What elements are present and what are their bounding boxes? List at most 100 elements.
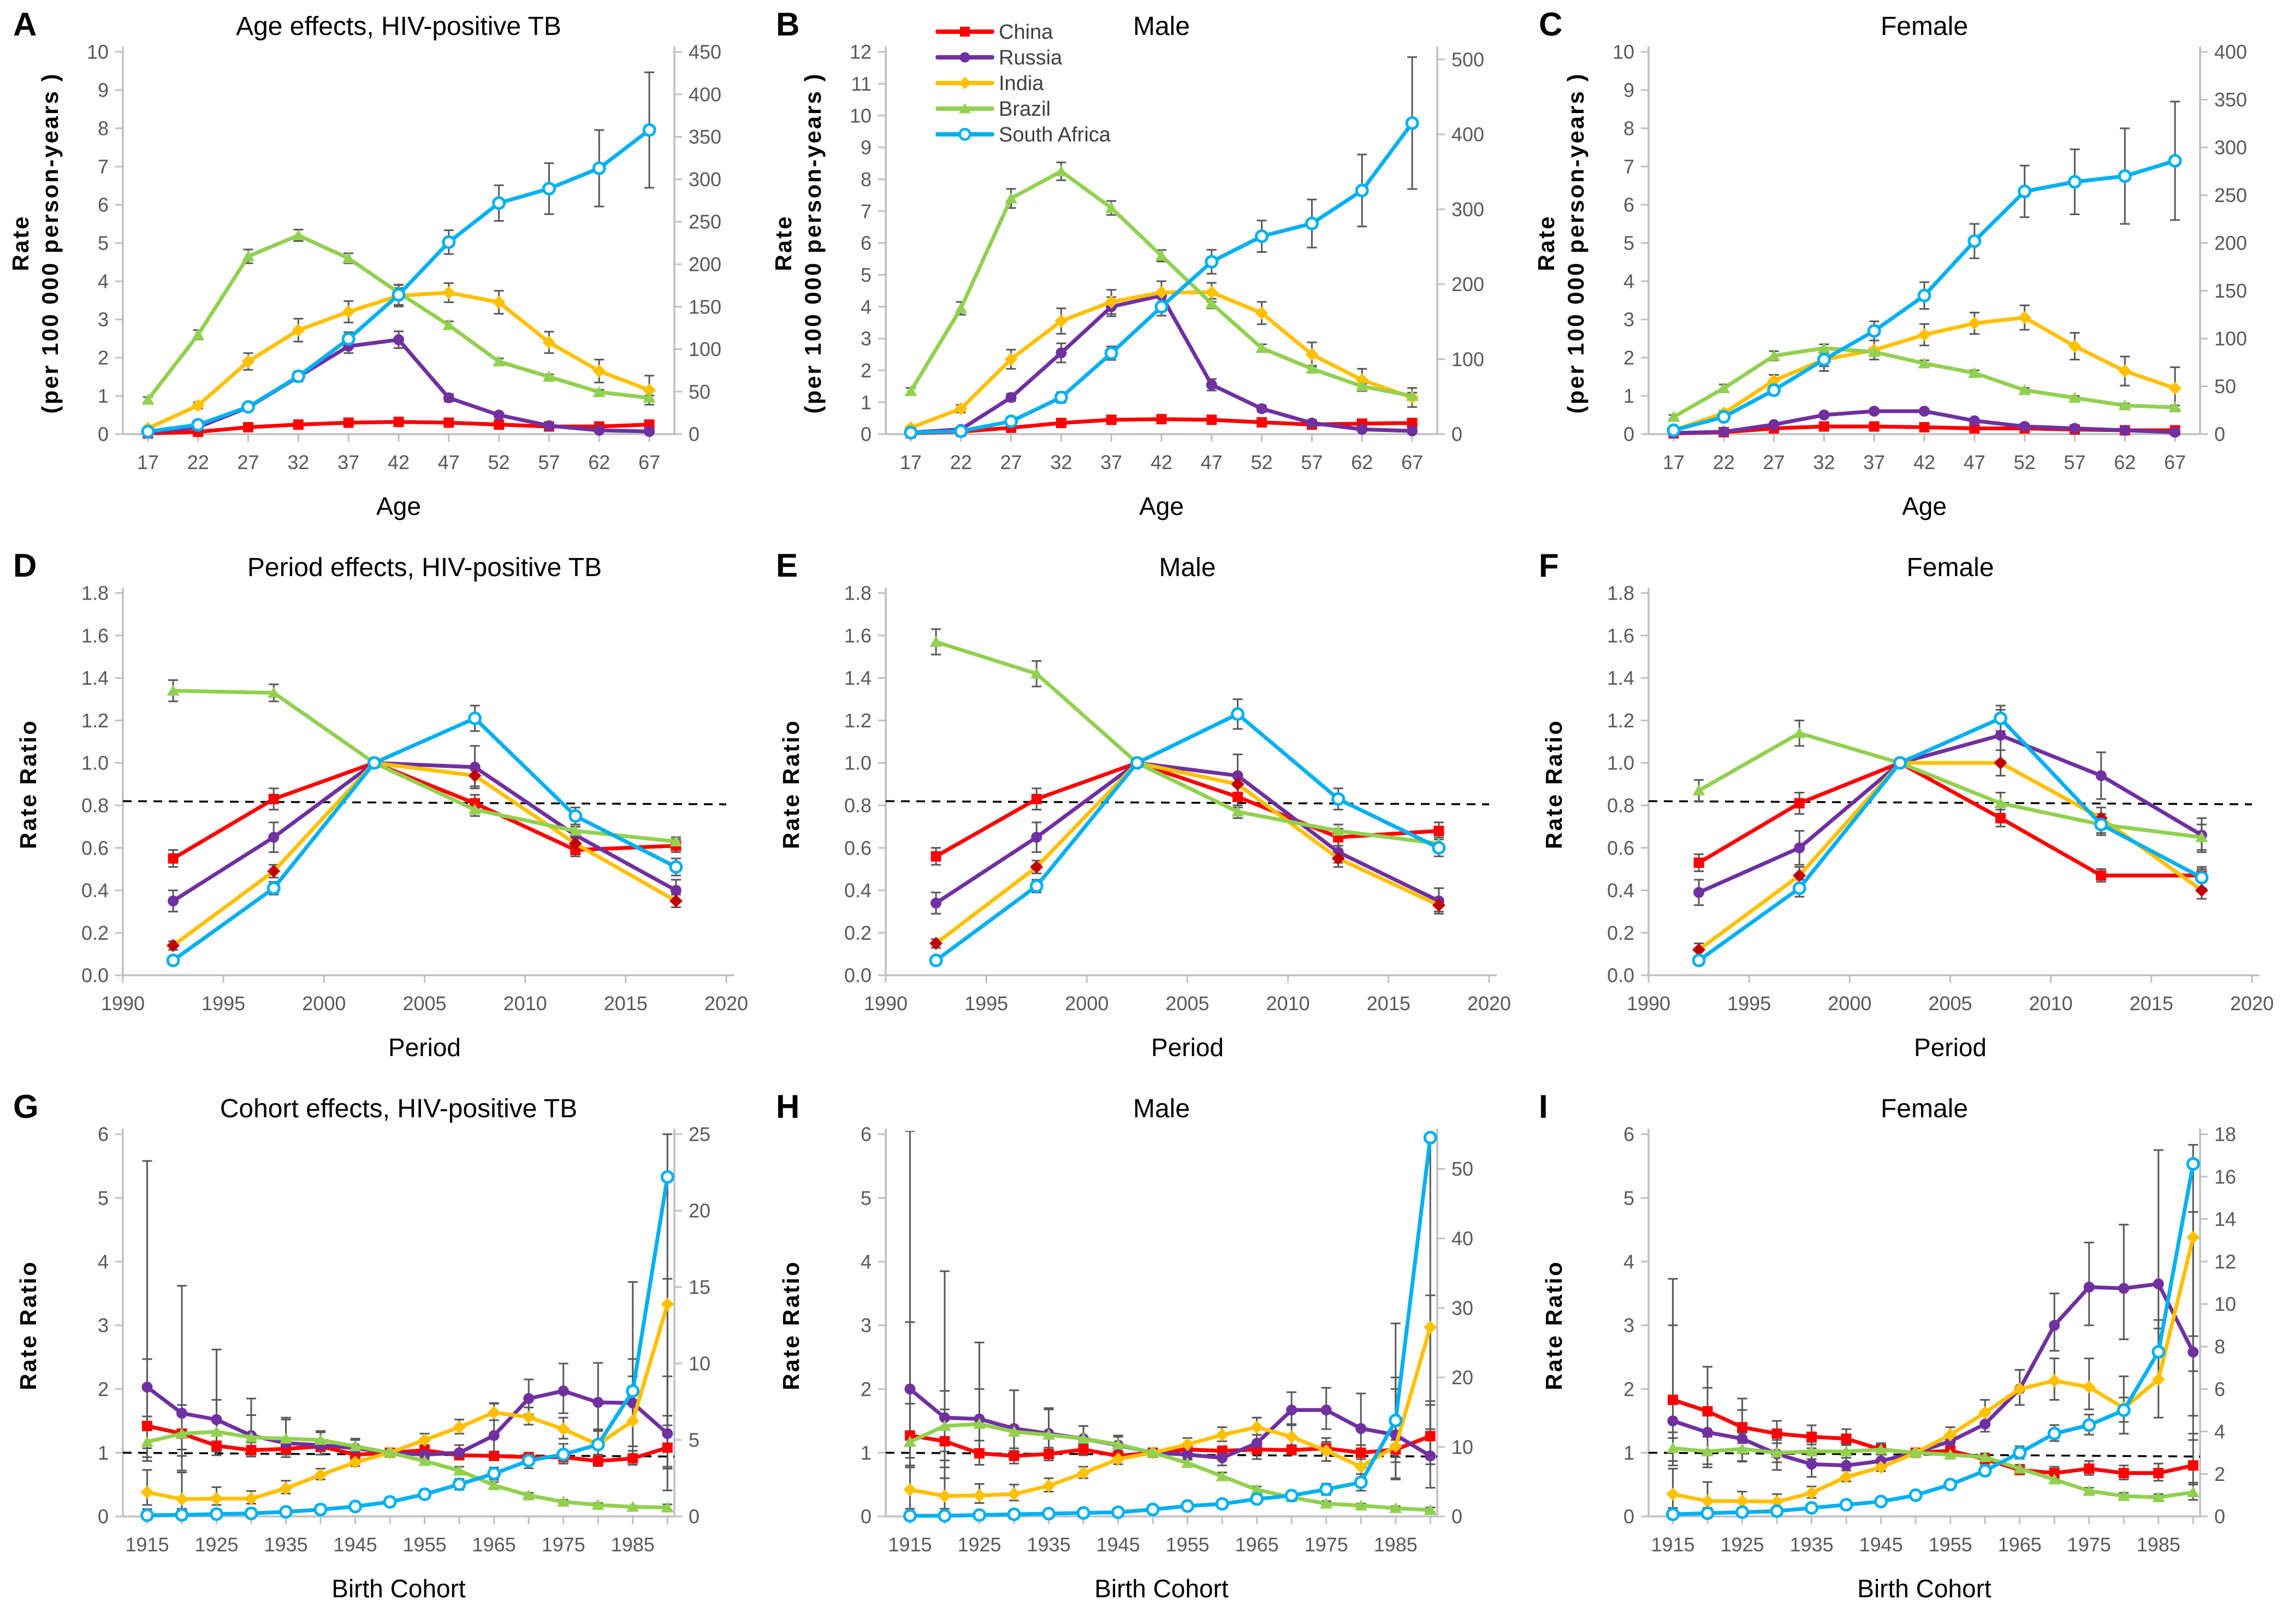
svg-text:5: 5 <box>98 232 109 254</box>
svg-text:350: 350 <box>689 126 721 148</box>
svg-text:6: 6 <box>98 1123 109 1146</box>
svg-text:22: 22 <box>1713 451 1735 473</box>
svg-text:0.4: 0.4 <box>81 879 109 902</box>
svg-text:2: 2 <box>1623 1378 1634 1400</box>
svg-text:20: 20 <box>1451 1366 1473 1389</box>
svg-text:8: 8 <box>1623 117 1634 140</box>
svg-text:1.8: 1.8 <box>844 582 872 604</box>
svg-text:10: 10 <box>689 1353 710 1375</box>
panel-e: E 0.0 0.2 0.4 0.6 0.8 1.0 1.2 1.4 1.6 1.8 1990 1995… <box>763 541 1526 1082</box>
error-bars <box>143 71 655 435</box>
series-india <box>1692 756 2208 957</box>
svg-text:300: 300 <box>689 168 721 191</box>
svg-text:1: 1 <box>861 1442 872 1464</box>
svg-text:1.2: 1.2 <box>81 709 109 732</box>
svg-text:57: 57 <box>1301 451 1323 473</box>
panel-c: C 0 1 2 3 4 5 6 7 8 9 10 0 50 100 150 200 250 300 350 400 17… <box>1526 0 2288 541</box>
svg-text:1: 1 <box>861 391 872 413</box>
svg-text:150: 150 <box>2214 280 2247 302</box>
svg-text:1.8: 1.8 <box>1607 582 1634 604</box>
svg-text:2: 2 <box>2214 1463 2225 1485</box>
svg-text:17: 17 <box>900 451 922 473</box>
svg-text:2010: 2010 <box>2029 992 2073 1015</box>
svg-text:1915: 1915 <box>1651 1533 1694 1556</box>
series-south-africa <box>1665 1157 2200 1521</box>
series-india <box>904 286 1419 435</box>
svg-text:1990: 1990 <box>101 992 145 1015</box>
svg-text:42: 42 <box>1913 451 1935 473</box>
svg-text:1955: 1955 <box>1929 1533 1972 1556</box>
svg-text:0.2: 0.2 <box>844 922 872 944</box>
svg-text:42: 42 <box>1151 451 1172 473</box>
chart-title: Female <box>1881 1094 1968 1123</box>
svg-text:2020: 2020 <box>704 992 748 1015</box>
svg-text:20: 20 <box>689 1200 710 1222</box>
svg-text:2015: 2015 <box>604 992 648 1015</box>
svg-text:350: 350 <box>2214 88 2247 111</box>
svg-text:42: 42 <box>388 451 410 473</box>
chart-period-female: 0.0 0.2 0.4 0.6 0.8 1.0 1.2 1.4 1.6 1.8 1990 1995 20… <box>1541 553 2274 1062</box>
svg-text:1990: 1990 <box>1627 992 1670 1015</box>
svg-text:52: 52 <box>488 451 510 473</box>
y-axis-label: Rate Ratio <box>1541 1260 1567 1390</box>
svg-text:2: 2 <box>861 359 872 382</box>
svg-text:10: 10 <box>87 41 109 63</box>
y-axis-label: Rate Ratio <box>1541 719 1567 849</box>
svg-text:1935: 1935 <box>264 1533 308 1556</box>
svg-text:4: 4 <box>1623 1250 1634 1273</box>
svg-text:2: 2 <box>98 1378 109 1400</box>
svg-text:0: 0 <box>861 423 872 446</box>
svg-text:3: 3 <box>861 328 872 350</box>
svg-text:1.4: 1.4 <box>844 667 872 689</box>
svg-text:0.8: 0.8 <box>1607 794 1634 816</box>
series-south-africa <box>929 707 1446 968</box>
svg-text:50: 50 <box>1451 1158 1473 1180</box>
svg-text:1.0: 1.0 <box>1607 752 1634 774</box>
svg-text:7: 7 <box>861 200 872 222</box>
svg-text:1.4: 1.4 <box>81 667 109 689</box>
svg-text:32: 32 <box>1050 451 1072 473</box>
error-bars <box>1668 100 2180 435</box>
svg-text:0.6: 0.6 <box>844 837 872 859</box>
x-axis-label: Age <box>1139 492 1184 520</box>
svg-text:15: 15 <box>689 1276 710 1299</box>
svg-text:22: 22 <box>950 451 972 473</box>
svg-text:8: 8 <box>861 168 872 191</box>
svg-text:5: 5 <box>689 1429 700 1451</box>
svg-text:6: 6 <box>861 1123 872 1146</box>
svg-text:1.4: 1.4 <box>1607 667 1634 689</box>
series-brazil <box>1692 727 2208 843</box>
svg-text:1955: 1955 <box>403 1533 447 1556</box>
svg-text:62: 62 <box>1351 451 1373 473</box>
svg-text:62: 62 <box>2114 451 2136 473</box>
svg-text:2000: 2000 <box>1065 992 1109 1015</box>
svg-text:0: 0 <box>861 1506 872 1528</box>
svg-text:1: 1 <box>1623 385 1634 407</box>
svg-text:1975: 1975 <box>1305 1533 1348 1556</box>
svg-text:300: 300 <box>2214 137 2247 159</box>
chart-title: Male <box>1159 553 1216 582</box>
svg-text:5: 5 <box>1623 232 1634 254</box>
svg-text:2: 2 <box>861 1378 872 1400</box>
svg-text:1945: 1945 <box>334 1533 377 1556</box>
svg-text:67: 67 <box>1401 451 1423 473</box>
svg-text:100: 100 <box>1451 348 1484 370</box>
svg-text:25: 25 <box>689 1123 710 1146</box>
svg-text:1995: 1995 <box>1727 992 1771 1015</box>
svg-text:3: 3 <box>1623 309 1634 331</box>
x-axis-label: Period <box>1151 1033 1224 1062</box>
svg-text:52: 52 <box>1251 451 1273 473</box>
series-russia <box>1693 730 2207 898</box>
svg-text:200: 200 <box>689 253 721 275</box>
y-axis-label: Rate Ratio <box>778 719 804 849</box>
svg-text:1995: 1995 <box>201 992 245 1015</box>
svg-text:5: 5 <box>861 1187 872 1209</box>
error-bars <box>1694 704 2207 964</box>
y-axis-label: Rate Ratio <box>15 719 41 849</box>
panel-i: I 0 1 2 3 4 5 6 0 2 4 6 8 10 12 14 16 18 1915 1925 1935 1945… <box>1526 1082 2288 1624</box>
panel-g: G 0 1 2 3 4 5 6 0 5 10 15 20 25 1915 1925 1935 1945 1955 1… <box>0 1082 763 1624</box>
y-axis-label-line2: (per 100 000 person-years ) <box>37 73 63 414</box>
